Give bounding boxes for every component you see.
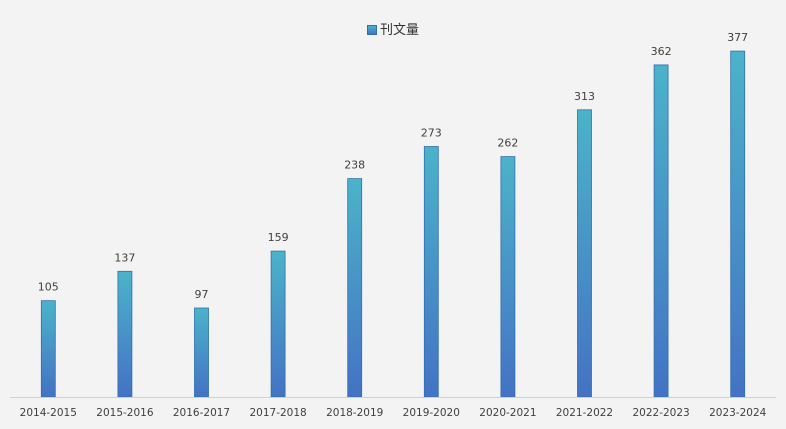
tick-label-2015-2016: 2015-2016: [96, 407, 154, 419]
data-label-2019-2020: 273: [421, 127, 442, 140]
data-label-2018-2019: 238: [344, 159, 365, 172]
tick-label-2020-2021: 2020-2021: [479, 407, 536, 419]
bar-2015-2016: [117, 270, 133, 398]
bar-2020-2021: [500, 156, 516, 398]
data-label-2014-2015: 105: [38, 281, 59, 294]
bar-2018-2019: [347, 178, 363, 398]
tick-label-2023-2024: 2023-2024: [709, 407, 767, 419]
data-labels: 105 137 97 159 238 273 262 313 362 377: [38, 31, 748, 301]
bar-2023-2024: [730, 50, 746, 398]
tick-label-2016-2017: 2016-2017: [173, 407, 230, 419]
data-label-2015-2016: 137: [114, 251, 135, 264]
x-axis-ticks: 2014-2015 2015-2016 2016-2017 2017-2018 2018…: [20, 407, 767, 419]
legend-label: 刊文量: [379, 23, 419, 38]
tick-label-2014-2015: 2014-2015: [20, 407, 77, 419]
bar-2014-2015: [40, 300, 56, 398]
data-label-2023-2024: 377: [727, 31, 748, 44]
tick-label-2022-2023: 2022-2023: [632, 407, 689, 419]
tick-label-2018-2019: 2018-2019: [326, 407, 383, 419]
tick-label-2019-2020: 2019-2020: [403, 407, 460, 419]
legend: 刊文量: [0, 19, 786, 38]
bar-2016-2017: [194, 307, 209, 398]
bars: [40, 50, 746, 398]
data-label-2020-2021: 262: [497, 137, 518, 150]
bar-2019-2020: [423, 146, 439, 398]
bar-2022-2023: [653, 64, 669, 398]
bar-2021-2022: [577, 109, 592, 398]
bar-2017-2018: [270, 250, 286, 398]
data-label-2022-2023: 362: [651, 45, 672, 58]
tick-label-2021-2022: 2021-2022: [556, 407, 613, 419]
data-label-2016-2017: 97: [195, 288, 209, 301]
legend-swatch: [366, 24, 377, 35]
tick-label-2017-2018: 2017-2018: [249, 407, 306, 419]
data-label-2021-2022: 313: [574, 90, 595, 103]
data-label-2017-2018: 159: [268, 231, 289, 244]
